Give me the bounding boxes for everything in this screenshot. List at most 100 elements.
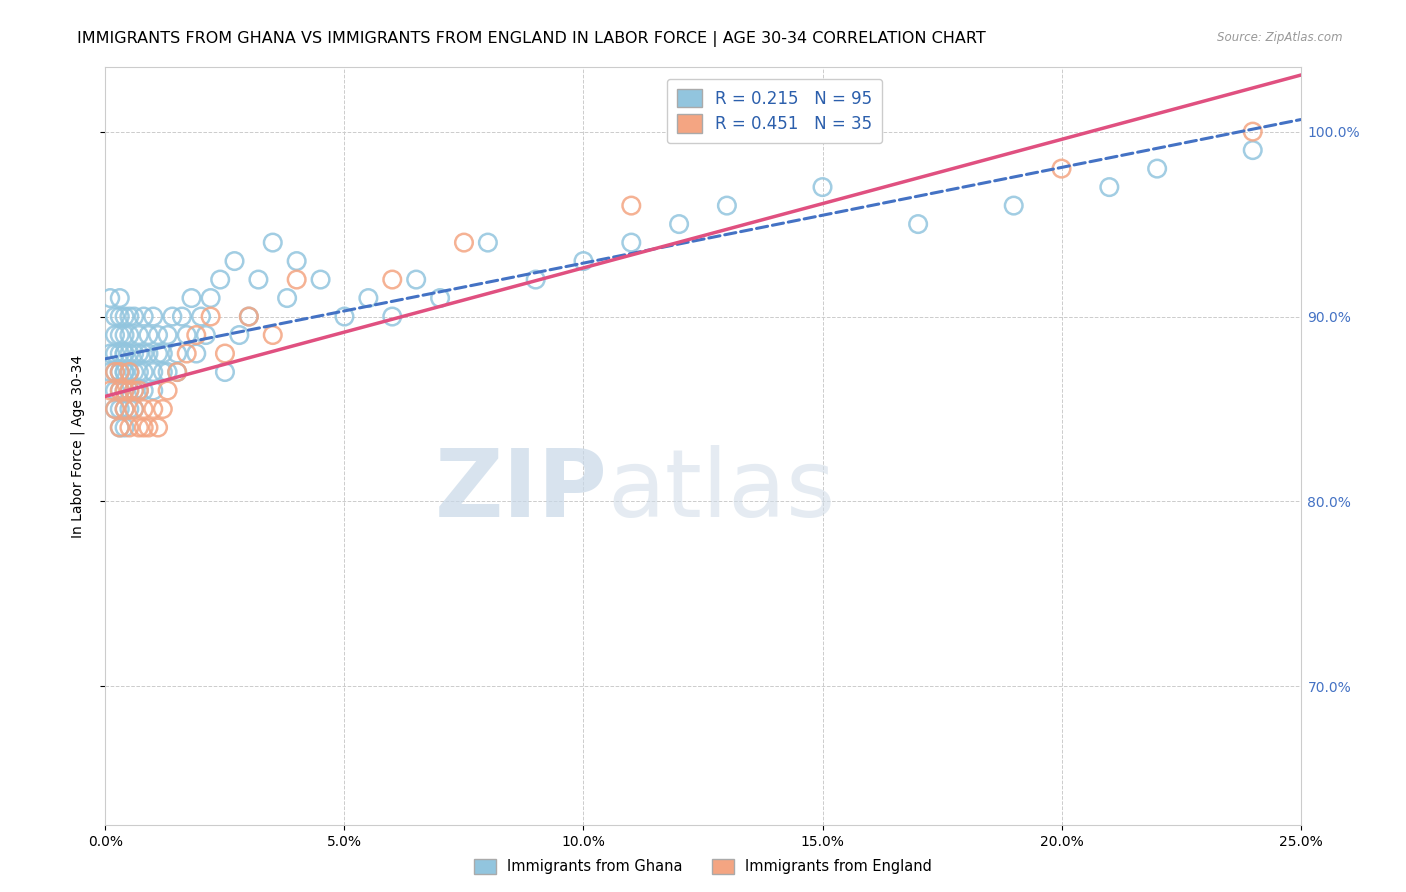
Point	[98, 365, 121, 379]
Point	[108, 346, 131, 360]
Point	[128, 384, 150, 398]
Point	[238, 310, 260, 324]
Point	[262, 235, 284, 250]
Point	[128, 420, 150, 434]
Point	[142, 310, 165, 324]
Point	[132, 365, 155, 379]
Point	[811, 180, 834, 194]
Point	[114, 310, 136, 324]
Point	[98, 384, 121, 398]
Point	[132, 402, 155, 417]
Point	[524, 272, 547, 286]
Point	[477, 235, 499, 250]
Point	[142, 402, 165, 417]
Text: ZIP: ZIP	[434, 445, 607, 538]
Point	[1241, 143, 1264, 157]
Point	[620, 198, 643, 212]
Point	[238, 310, 260, 324]
Point	[1002, 198, 1025, 212]
Point	[132, 384, 155, 398]
Point	[114, 328, 136, 343]
Point	[128, 346, 150, 360]
Point	[104, 310, 127, 324]
Point	[176, 346, 198, 360]
Point	[453, 235, 475, 250]
Point	[146, 420, 169, 434]
Point	[108, 291, 131, 305]
Point	[247, 272, 270, 286]
Point	[118, 310, 141, 324]
Point	[128, 384, 150, 398]
Point	[285, 272, 308, 286]
Point	[152, 346, 174, 360]
Point	[114, 384, 136, 398]
Point	[176, 328, 198, 343]
Point	[132, 310, 155, 324]
Text: atlas: atlas	[607, 445, 835, 538]
Point	[381, 310, 404, 324]
Point	[1050, 161, 1073, 176]
Point	[114, 346, 136, 360]
Point	[104, 365, 127, 379]
Point	[114, 384, 136, 398]
Point	[128, 365, 150, 379]
Point	[668, 217, 690, 231]
Point	[620, 235, 643, 250]
Point	[166, 346, 188, 360]
Point	[104, 346, 127, 360]
Text: IMMIGRANTS FROM GHANA VS IMMIGRANTS FROM ENGLAND IN LABOR FORCE | AGE 30-34 CORR: IMMIGRANTS FROM GHANA VS IMMIGRANTS FROM…	[77, 31, 986, 47]
Point	[716, 198, 738, 212]
Point	[357, 291, 380, 305]
Point	[122, 384, 145, 398]
Point	[98, 346, 121, 360]
Point	[122, 384, 145, 398]
Point	[122, 346, 145, 360]
Point	[118, 365, 141, 379]
Point	[122, 402, 145, 417]
Point	[108, 384, 131, 398]
Point	[108, 384, 131, 398]
Y-axis label: In Labor Force | Age 30-34: In Labor Force | Age 30-34	[70, 354, 84, 538]
Point	[200, 310, 222, 324]
Point	[1241, 125, 1264, 139]
Point	[114, 365, 136, 379]
Point	[104, 328, 127, 343]
Point	[1146, 161, 1168, 176]
Point	[114, 365, 136, 379]
Point	[309, 272, 332, 286]
Point	[118, 420, 141, 434]
Point	[104, 365, 127, 379]
Point	[118, 384, 141, 398]
Point	[262, 328, 284, 343]
Point	[108, 420, 131, 434]
Point	[166, 365, 188, 379]
Point	[190, 310, 212, 324]
Point	[114, 420, 136, 434]
Point	[114, 402, 136, 417]
Point	[209, 272, 232, 286]
Point	[138, 328, 160, 343]
Point	[156, 365, 179, 379]
Point	[146, 328, 169, 343]
Point	[170, 310, 193, 324]
Point	[132, 346, 155, 360]
Point	[180, 291, 202, 305]
Point	[108, 328, 131, 343]
Point	[572, 254, 595, 268]
Point	[138, 346, 160, 360]
Point	[186, 346, 208, 360]
Point	[194, 328, 217, 343]
Point	[122, 310, 145, 324]
Point	[104, 402, 127, 417]
Legend: Immigrants from Ghana, Immigrants from England: Immigrants from Ghana, Immigrants from E…	[468, 853, 938, 880]
Point	[152, 365, 174, 379]
Point	[104, 402, 127, 417]
Point	[186, 328, 208, 343]
Point	[108, 365, 131, 379]
Point	[285, 254, 308, 268]
Point	[1098, 180, 1121, 194]
Point	[122, 402, 145, 417]
Legend: R = 0.215   N = 95, R = 0.451   N = 35: R = 0.215 N = 95, R = 0.451 N = 35	[666, 79, 883, 143]
Point	[114, 402, 136, 417]
Point	[108, 365, 131, 379]
